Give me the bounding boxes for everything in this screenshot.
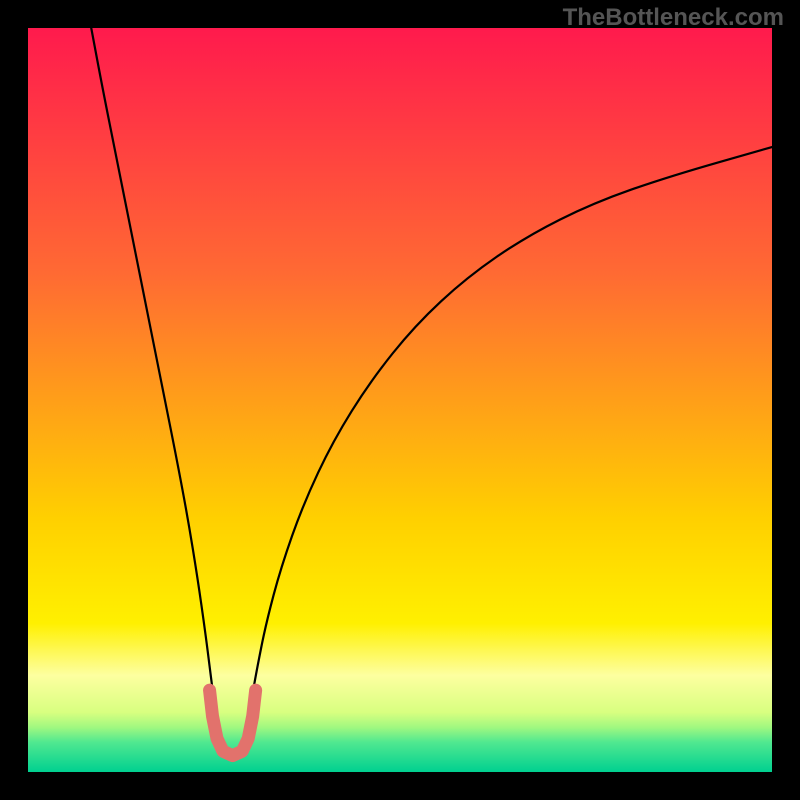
watermark-text: TheBottleneck.com (563, 4, 784, 32)
bottleneck-curve (91, 28, 772, 701)
chart-overlay-svg (28, 28, 772, 772)
chart-plot-area (28, 28, 772, 772)
valley-marker (210, 690, 256, 755)
